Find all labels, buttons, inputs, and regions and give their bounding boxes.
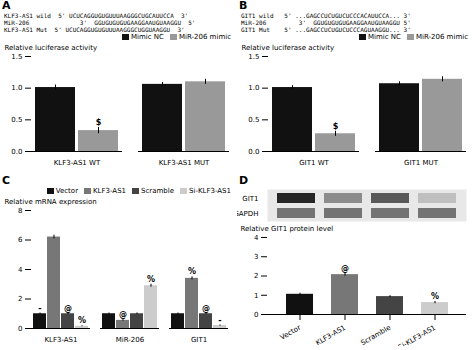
html-text:MiR-206 mimic: MiR-206 mimic bbox=[178, 33, 231, 41]
html-text:Vector: Vector bbox=[55, 187, 78, 195]
svg-text:Relative luciferase activity: Relative luciferase activity bbox=[242, 44, 335, 52]
svg-text:0: 0 bbox=[254, 311, 258, 319]
svg-text:Relative luciferase activity: Relative luciferase activity bbox=[5, 44, 98, 52]
svg-text:-: - bbox=[218, 316, 221, 325]
html-text:A: A bbox=[2, 0, 11, 12]
svg-text:KLF3-AS1: KLF3-AS1 bbox=[315, 324, 348, 346]
svg-text:8: 8 bbox=[18, 207, 22, 215]
svg-text:KLF3-AS1: KLF3-AS1 bbox=[44, 336, 77, 344]
html-text:KLF3-AS1 wild 5' UCUCAGGUGUGUU: KLF3-AS1 wild 5' UCUCAGGUGUGUUUAAGGGCUGC… bbox=[4, 12, 196, 33]
svg-text:@: @ bbox=[119, 310, 127, 319]
svg-text:0.0: 0.0 bbox=[11, 148, 22, 156]
svg-text:1.5: 1.5 bbox=[11, 53, 22, 61]
svg-text:1.0: 1.0 bbox=[11, 84, 22, 92]
svg-text:0: 0 bbox=[18, 325, 22, 333]
svg-text:Relative mRNA expression: Relative mRNA expression bbox=[5, 198, 97, 206]
svg-text:GAPDH: GAPDH bbox=[237, 210, 259, 218]
svg-text:$: $ bbox=[333, 122, 339, 131]
svg-text:1.5: 1.5 bbox=[248, 53, 259, 61]
html-text:Mimic NC: Mimic NC bbox=[131, 33, 164, 41]
svg-text:4: 4 bbox=[254, 234, 259, 242]
svg-text:2: 2 bbox=[18, 295, 22, 303]
svg-text:KLF3-AS1 WT: KLF3-AS1 WT bbox=[54, 159, 101, 167]
svg-text:MiR-206: MiR-206 bbox=[116, 336, 145, 344]
svg-text:Relative GIT1 protein level: Relative GIT1 protein level bbox=[241, 225, 334, 233]
svg-text:@: @ bbox=[202, 304, 210, 313]
svg-text:GIT1 MUT: GIT1 MUT bbox=[404, 159, 439, 167]
svg-text:%: % bbox=[188, 267, 196, 276]
svg-text:%: % bbox=[431, 292, 439, 301]
svg-text:%: % bbox=[147, 275, 155, 284]
svg-text:2: 2 bbox=[254, 272, 258, 280]
html-text:D: D bbox=[239, 174, 249, 187]
svg-text:GIT1: GIT1 bbox=[242, 195, 258, 203]
svg-text:@: @ bbox=[64, 304, 72, 313]
svg-text:KLF3-AS1 MUT: KLF3-AS1 MUT bbox=[159, 159, 210, 167]
svg-text:0.5: 0.5 bbox=[248, 116, 259, 124]
html-text:Si-KLF3-AS1: Si-KLF3-AS1 bbox=[189, 187, 231, 195]
html-text:Scramble: Scramble bbox=[141, 187, 174, 195]
svg-text:3: 3 bbox=[254, 253, 258, 261]
html-text:MiR-206 mimic: MiR-206 mimic bbox=[415, 33, 468, 41]
svg-text:$: $ bbox=[96, 118, 102, 127]
svg-text:Scramble: Scramble bbox=[360, 324, 393, 346]
html-text:Mimic NC: Mimic NC bbox=[368, 33, 401, 41]
svg-text:%: % bbox=[78, 316, 86, 325]
svg-text:Si-KLF3-AS1: Si-KLF3-AS1 bbox=[397, 324, 437, 346]
svg-text:Vector: Vector bbox=[279, 324, 302, 342]
svg-text:0.5: 0.5 bbox=[11, 116, 22, 124]
svg-text:0.0: 0.0 bbox=[248, 148, 259, 156]
svg-text:-: - bbox=[38, 304, 41, 313]
html-text:B: B bbox=[239, 0, 248, 12]
svg-text:GIT1 WT: GIT1 WT bbox=[299, 159, 329, 167]
svg-text:1.0: 1.0 bbox=[248, 84, 259, 92]
svg-text:4: 4 bbox=[18, 266, 23, 274]
svg-text:6: 6 bbox=[18, 236, 23, 244]
html-text:C: C bbox=[2, 174, 11, 187]
svg-text:1: 1 bbox=[254, 291, 258, 299]
html-text:GIT1 wild 5' ...GAGCCUCUGUCUCC: GIT1 wild 5' ...GAGCCUCUGUCUCCCACAUUCCA.… bbox=[241, 12, 411, 33]
html-text:KLF3-AS1: KLF3-AS1 bbox=[93, 187, 127, 195]
svg-text:@: @ bbox=[341, 264, 349, 273]
svg-text:GIT1: GIT1 bbox=[191, 336, 207, 344]
